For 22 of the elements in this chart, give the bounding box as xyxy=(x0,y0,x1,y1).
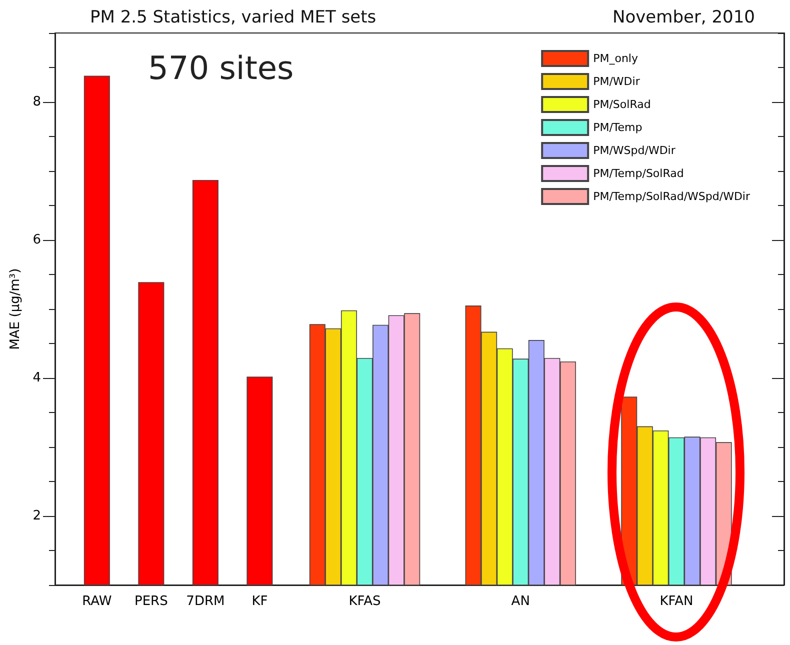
legend-label: PM_only xyxy=(593,52,638,65)
legend-label: PM/Temp/SolRad xyxy=(593,167,684,180)
x-tick-label: RAW xyxy=(82,594,112,609)
x-tick-label: KF xyxy=(252,594,268,609)
legend-label: PM/WDir xyxy=(593,75,640,88)
y-tick-label: 8 xyxy=(32,94,41,110)
legend-label: PM/Temp/SolRad/WSpd/WDir xyxy=(593,190,750,203)
x-tick-label: 7DRM xyxy=(186,594,225,609)
annotation: 570 sites xyxy=(148,49,294,87)
legend-label: PM/Temp xyxy=(593,121,642,134)
y-axis-title: MAE (µg/m³) xyxy=(8,268,23,350)
x-tick-label: PERS xyxy=(134,594,168,609)
y-tick-label: 6 xyxy=(32,232,41,248)
chart-subtitle: November, 2010 xyxy=(612,8,756,28)
x-tick-label: KFAN xyxy=(660,594,694,609)
x-tick-label: KFAS xyxy=(348,594,381,609)
y-tick-label: 4 xyxy=(32,370,41,386)
chart-title: PM 2.5 Statistics, varied MET sets xyxy=(90,8,376,28)
legend-label: PM/SolRad xyxy=(593,98,651,111)
x-tick-label: AN xyxy=(511,594,530,609)
legend-label: PM/WSpd/WDir xyxy=(593,144,676,157)
y-tick-label: 2 xyxy=(32,508,41,524)
